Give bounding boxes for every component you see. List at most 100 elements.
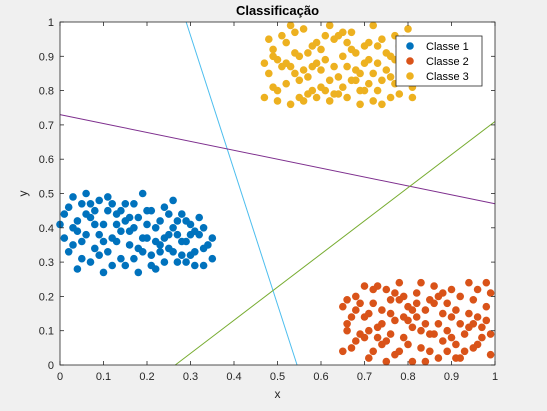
data-point-s1-86 [121, 217, 130, 225]
data-point-s1-98 [169, 248, 177, 256]
data-point-s1-47 [169, 196, 177, 205]
data-point-s3-40 [308, 42, 317, 50]
y-tick-label-7: 0.7 [39, 120, 54, 132]
legend-marker-2 [406, 57, 414, 65]
data-point-s3-25 [369, 21, 378, 30]
y-tick-label-4: 0.4 [39, 223, 54, 235]
data-point-s1-3 [73, 217, 82, 225]
data-point-s2-79 [369, 285, 378, 294]
data-point-s1-87 [138, 234, 147, 242]
y-tick-label-9: 0.9 [39, 51, 54, 63]
data-point-s3-71 [299, 66, 308, 74]
data-point-s1-46 [160, 258, 169, 266]
legend-marker-1 [406, 42, 414, 50]
data-point-s2-33 [482, 302, 491, 311]
data-point-s1-88 [156, 248, 164, 256]
data-point-s3-79 [291, 69, 299, 78]
data-point-s2-7 [369, 299, 378, 308]
data-point-s3-53 [278, 62, 286, 71]
data-point-s2-47 [447, 333, 456, 342]
data-point-s1-48 [178, 237, 186, 246]
data-point-s1-77 [91, 220, 99, 229]
data-point-s2-78 [352, 306, 360, 314]
data-point-s1-96 [134, 244, 143, 253]
data-point-s2-84 [456, 354, 465, 362]
data-point-s2-6 [365, 354, 373, 362]
x-tick-label-3: 0.3 [183, 371, 198, 383]
data-point-s1-18 [138, 189, 147, 198]
data-point-s1-75 [199, 224, 208, 232]
data-point-s2-75 [447, 285, 456, 294]
data-point-s2-32 [478, 323, 486, 332]
y-tick-label-2: 0.2 [39, 291, 54, 303]
data-point-s3-47 [369, 97, 378, 105]
y-tick-label-1: 0.1 [39, 326, 54, 338]
data-point-s1-92 [69, 241, 77, 249]
legend: Classe 1 Classe 2 Classe 3 [395, 35, 483, 87]
data-point-s3-92 [373, 42, 382, 50]
y-tick-label-0: 0 [48, 360, 54, 372]
data-point-s3-86 [269, 52, 277, 61]
x-axis-label: x [275, 387, 281, 401]
data-point-s1-41 [117, 254, 125, 263]
data-point-s2-77 [482, 278, 491, 287]
data-point-s1-89 [173, 217, 182, 225]
data-point-s1-32 [199, 261, 208, 270]
data-point-s2-2 [347, 344, 356, 352]
data-point-s3-2 [269, 45, 277, 54]
data-point-s2-90 [417, 278, 425, 287]
data-point-s2-42 [404, 340, 412, 349]
data-point-s1-36 [73, 265, 82, 273]
data-point-s1-72 [147, 261, 156, 270]
data-point-s2-91 [434, 292, 443, 301]
data-point-s3-26 [373, 59, 382, 67]
data-point-s2-82 [421, 320, 430, 328]
data-point-s3-0 [260, 93, 269, 102]
data-point-s3-83 [360, 86, 369, 95]
data-point-s3-80 [308, 86, 317, 95]
data-point-s1-68 [78, 254, 86, 263]
data-point-s2-95 [373, 333, 382, 342]
data-point-s3-9 [299, 25, 308, 33]
data-point-s3-56 [304, 73, 312, 81]
axis-ticks: 0 0.1 0.2 0.3 0.4 0.5 0.6 0.7 0.8 0.9 1 0 0.1 0.2 0.3 0… [39, 17, 498, 383]
legend-marker-3 [406, 72, 414, 80]
data-point-s1-16 [130, 254, 138, 263]
data-point-s1-94 [99, 237, 108, 246]
data-point-s1-81 [160, 234, 169, 242]
boundary-lines [59, 21, 496, 366]
data-point-s2-23 [439, 337, 447, 345]
data-point-s2-28 [460, 330, 469, 338]
data-point-s3-65 [382, 66, 391, 74]
data-point-s2-89 [399, 313, 408, 321]
data-point-s3-37 [282, 79, 291, 88]
data-point-s3-48 [378, 35, 386, 43]
data-point-s3-64 [373, 86, 382, 95]
data-point-s1-84 [82, 210, 90, 218]
data-point-s2-86 [343, 326, 351, 335]
data-point-s2-50 [473, 340, 482, 349]
data-point-s2-69 [339, 347, 347, 356]
x-tick-label-6: 0.6 [313, 371, 328, 383]
data-point-s3-29 [386, 73, 395, 81]
data-point-s1-8 [95, 196, 103, 205]
data-point-s1-35 [64, 248, 73, 256]
data-point-s1-22 [156, 217, 164, 225]
data-point-s2-83 [439, 309, 447, 318]
data-point-s2-71 [378, 320, 386, 328]
data-point-s3-15 [325, 97, 334, 105]
data-point-s2-17 [412, 289, 421, 297]
data-point-s3-95 [295, 93, 304, 102]
boundary-line-3 [174, 121, 496, 366]
data-point-s1-79 [125, 227, 134, 235]
data-point-s1-1 [64, 203, 73, 211]
data-point-s2-43 [412, 313, 421, 321]
data-point-s1-71 [130, 200, 138, 208]
data-point-s1-99 [186, 230, 195, 239]
x-tick-label-4: 0.4 [226, 371, 241, 383]
x-tick-label-1: 0.1 [96, 371, 111, 383]
data-point-s1-20 [147, 251, 156, 259]
x-tick-label-5: 0.5 [270, 371, 285, 383]
legend-entry-3: Classe 3 [426, 71, 469, 83]
